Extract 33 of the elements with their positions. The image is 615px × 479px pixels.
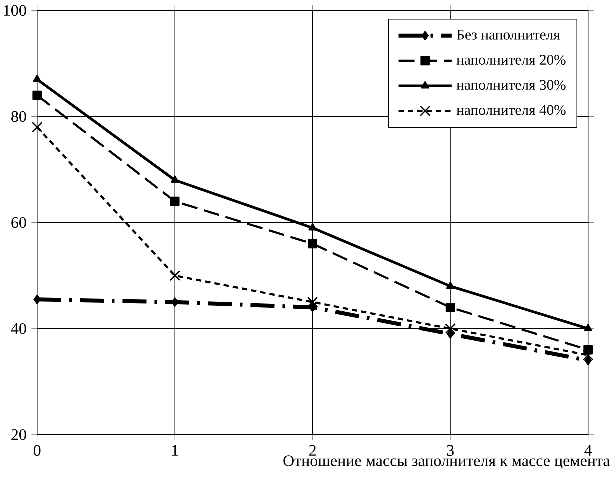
point [32, 122, 43, 133]
x-tick-label: 0 [34, 445, 41, 456]
point [309, 302, 317, 312]
y-tick-label: 20 [12, 430, 26, 440]
legend-label: наполнителя 40% [456, 105, 566, 116]
x-tick-label: 1 [172, 445, 178, 456]
x-axis-title: Отношение массы заполнителя к массе цемента [284, 456, 610, 470]
point [170, 176, 180, 184]
x-tick-label: 3 [447, 445, 454, 456]
point [582, 350, 594, 361]
x-tick-label: 2 [310, 445, 316, 456]
point [308, 223, 317, 231]
point [170, 196, 180, 206]
legend-label: Без наполнителя [457, 30, 560, 40]
point [445, 323, 456, 334]
point [307, 296, 318, 308]
point [446, 302, 456, 312]
point [171, 298, 179, 308]
point [308, 239, 318, 249]
point [584, 356, 592, 366]
point [446, 330, 454, 339]
y-tick-label: 60 [12, 217, 26, 228]
point [584, 324, 592, 332]
y-tick-label: 80 [12, 111, 26, 122]
point [170, 270, 180, 282]
y-tick-label: 100 [4, 5, 26, 16]
point [446, 282, 455, 290]
point [33, 74, 42, 82]
legend-label: наполнителя 20% [456, 55, 566, 66]
point [32, 90, 42, 100]
legend-label: наполнителя 30% [456, 80, 566, 90]
x-tick-label: 4 [584, 445, 592, 456]
y-tick-label: 40 [11, 323, 26, 334]
